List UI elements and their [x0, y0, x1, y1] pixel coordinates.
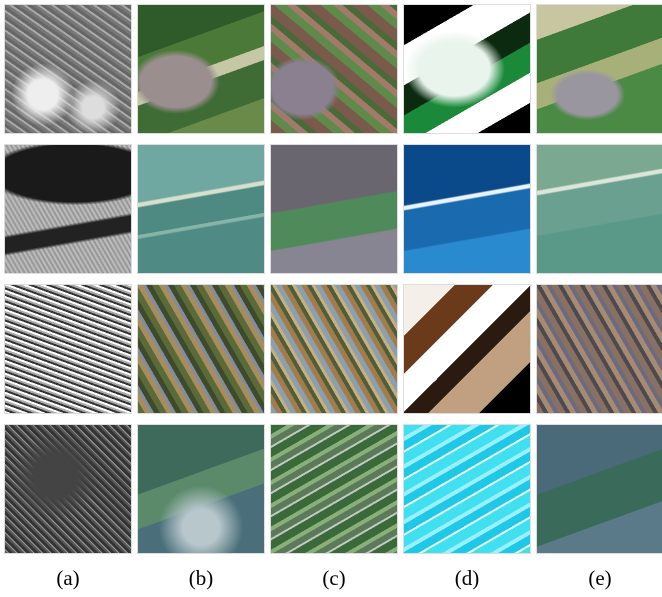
column-label: (d)	[403, 566, 531, 591]
image-tile	[137, 144, 265, 274]
image-tile	[137, 424, 265, 554]
image-tile	[4, 424, 132, 554]
image-tile	[403, 284, 531, 414]
image-tile	[137, 284, 265, 414]
image-tile	[4, 4, 132, 134]
column-label: (b)	[137, 566, 265, 591]
image-tile	[4, 144, 132, 274]
image-tile	[536, 144, 662, 274]
image-tile	[270, 4, 398, 134]
image-tile	[4, 284, 132, 414]
image-tile	[536, 424, 662, 554]
image-tile	[403, 4, 531, 134]
image-tile	[403, 424, 531, 554]
image-tile	[536, 284, 662, 414]
column-label: (e)	[536, 566, 662, 591]
image-tile	[270, 144, 398, 274]
column-label: (c)	[270, 566, 398, 591]
image-tile	[137, 4, 265, 134]
image-tile	[270, 284, 398, 414]
figure: (a) (b) (c) (d) (e)	[0, 0, 662, 597]
image-tile	[536, 4, 662, 134]
image-tile	[270, 424, 398, 554]
column-label: (a)	[4, 566, 132, 591]
image-tile	[403, 144, 531, 274]
